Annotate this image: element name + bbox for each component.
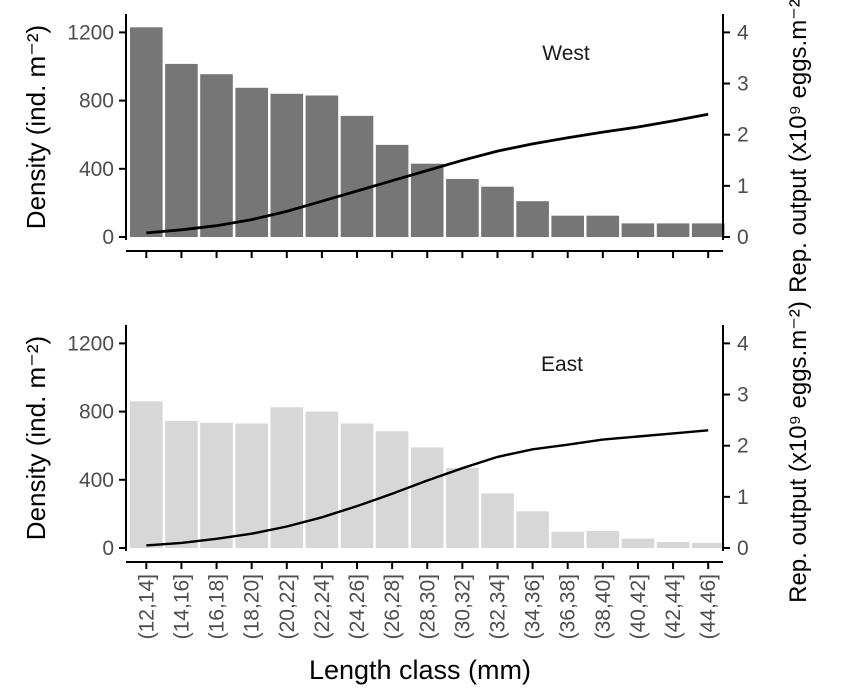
east-right-axis-title: Rep. output (x10⁹ eggs.m⁻²) — [785, 301, 812, 603]
east-rep-output-line — [146, 429, 709, 547]
east-bar — [340, 423, 374, 548]
west-bar — [165, 63, 198, 238]
x-tick-label: (38,40] — [592, 574, 615, 639]
x-tick-label: (20,22] — [276, 574, 299, 639]
east-left-ticks: 0 400 800 1200 — [67, 332, 126, 560]
west-bar — [305, 95, 339, 237]
x-tick-label: (34,36] — [522, 574, 545, 639]
west-right-tick-label: 1 — [737, 175, 749, 198]
east-bar — [130, 401, 163, 548]
east-bar — [656, 542, 690, 548]
x-tick-label: (40,42] — [627, 574, 650, 639]
east-bar — [551, 531, 584, 548]
x-tick-label: (22,24] — [311, 574, 334, 639]
x-tick-label: (18,20] — [241, 574, 264, 639]
west-left-tick-label: 0 — [102, 226, 114, 249]
east-bar — [410, 447, 444, 548]
west-rep-output-line — [146, 112, 709, 235]
west-bar — [481, 186, 514, 237]
east-y-axis-title: Density (ind. m⁻²) — [21, 336, 51, 540]
west-bar — [516, 201, 549, 237]
x-tick-label: (14,16] — [170, 574, 193, 639]
x-axis-title: Length class (mm) — [309, 655, 531, 685]
west-left-tick-label: 1200 — [67, 21, 114, 44]
west-bar — [130, 27, 163, 237]
x-tick-label: (26,28] — [381, 574, 404, 639]
west-bar — [375, 144, 409, 237]
west-left-tick-label: 800 — [79, 90, 114, 113]
east-bar — [516, 511, 549, 548]
west-right-ticks: 0 1 2 3 4 — [723, 21, 749, 249]
west-right-tick-label: 3 — [737, 73, 749, 96]
east-left-tick-label: 1200 — [67, 332, 114, 355]
x-tick-label: (32,34] — [487, 574, 510, 639]
east-x-tick-labels: (12,14] (14,16] (16,18] (18,20] (20,22] (22,2… — [135, 574, 720, 639]
x-tick-label: (30,32] — [451, 574, 474, 639]
west-left-tick-label: 400 — [79, 158, 114, 181]
west-bar — [551, 215, 584, 237]
west-bar — [235, 87, 268, 237]
x-tick-label: (42,44] — [662, 574, 685, 639]
x-tick-label: (28,30] — [416, 574, 439, 639]
west-x-ticks — [145, 251, 710, 258]
west-bar — [270, 93, 304, 237]
east-bar — [200, 422, 233, 548]
east-bar — [586, 531, 620, 549]
west-bar — [586, 215, 620, 237]
west-left-ticks: 0 400 800 1200 — [67, 21, 126, 249]
east-right-tick-label: 2 — [737, 435, 749, 458]
west-bar — [446, 179, 479, 237]
east-right-tick-label: 3 — [737, 384, 749, 407]
east-left-tick-label: 0 — [102, 537, 114, 560]
west-bars — [130, 27, 725, 238]
west-right-axis-title: Rep. output (x10⁹ eggs.m⁻²) — [785, 0, 812, 293]
east-bar — [446, 467, 479, 548]
east-left-tick-label: 400 — [79, 469, 114, 492]
east-bar — [305, 411, 339, 548]
east-right-tick-label: 4 — [737, 332, 749, 355]
west-bar — [200, 74, 233, 237]
west-panel-label: West — [542, 42, 590, 65]
x-tick-label: (16,18] — [206, 574, 229, 639]
x-tick-label: (24,26] — [346, 574, 369, 639]
x-tick-label: (36,38] — [557, 574, 580, 639]
west-right-tick-label: 4 — [737, 21, 749, 44]
east-bar — [621, 538, 655, 548]
east-right-ticks: 0 1 2 3 4 — [723, 332, 749, 560]
west-panel: 0 400 800 1200 0 1 2 3 4 West Density (ind. m⁻²… — [21, 0, 812, 293]
east-bar — [481, 493, 514, 548]
east-panel-label: East — [541, 353, 583, 376]
west-bar — [691, 223, 725, 237]
west-right-tick-label: 2 — [737, 124, 749, 147]
east-x-ticks — [145, 562, 710, 569]
east-bars — [130, 401, 725, 549]
west-bar — [410, 163, 444, 237]
x-tick-label: (44,46] — [697, 574, 720, 639]
east-left-tick-label: 800 — [79, 401, 114, 424]
west-bar — [340, 115, 374, 237]
west-right-tick-label: 0 — [737, 226, 749, 249]
east-bar — [691, 542, 725, 548]
east-right-tick-label: 1 — [737, 486, 749, 509]
west-bar — [656, 223, 690, 237]
east-right-tick-label: 0 — [737, 537, 749, 560]
west-y-axis-title: Density (ind. m⁻²) — [21, 25, 51, 229]
west-bar — [621, 223, 655, 237]
east-bar — [235, 423, 268, 548]
x-tick-label: (12,14] — [135, 574, 158, 639]
east-bar — [165, 421, 198, 548]
